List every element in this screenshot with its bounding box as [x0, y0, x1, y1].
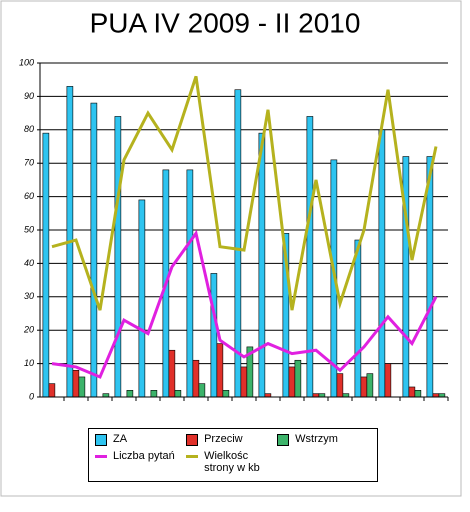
- bar: [378, 129, 386, 398]
- legend-item: Liczba pytań: [95, 450, 186, 476]
- y-tick-label: 10: [24, 358, 34, 368]
- y-tick-label: 40: [24, 258, 34, 268]
- bar: [318, 393, 326, 398]
- legend: ZA Przeciw Wstrzym Liczba pytań Wielkośc str…: [88, 428, 378, 482]
- y-tick-label: 50: [24, 224, 34, 234]
- bar: [408, 386, 416, 398]
- bar: [150, 390, 158, 398]
- y-tick-label: 90: [24, 91, 34, 101]
- bar: [198, 383, 206, 398]
- bar: [126, 390, 134, 398]
- bar: [306, 116, 314, 398]
- bar: [360, 376, 368, 398]
- bar: [72, 369, 80, 398]
- bar: [240, 366, 248, 398]
- bar: [216, 343, 224, 398]
- y-tick-label: 0: [29, 391, 34, 401]
- legend-item: ZA: [95, 433, 186, 448]
- legend-swatch: [95, 454, 107, 458]
- y-tick-label: 70: [24, 158, 34, 168]
- legend-swatch: [186, 454, 199, 458]
- bar: [186, 169, 194, 398]
- legend-label: ZA: [113, 433, 128, 445]
- bar: [258, 132, 266, 398]
- bar: [222, 390, 230, 398]
- bar: [342, 393, 350, 398]
- bar: [288, 366, 296, 398]
- bar: [264, 393, 272, 398]
- bar: [192, 359, 200, 398]
- line: [51, 75, 438, 311]
- legend-item: Wielkośc strony w kb: [186, 450, 277, 476]
- bar: [90, 102, 98, 398]
- bar: [414, 390, 422, 398]
- y-tick-label: 100: [19, 57, 34, 67]
- bar: [210, 273, 218, 398]
- legend-item: Przeciw: [186, 433, 277, 448]
- legend-swatch: [277, 434, 290, 446]
- legend-label: Liczba pytań: [113, 449, 175, 462]
- bar: [384, 363, 392, 398]
- frame: [0, 0, 462, 497]
- bar: [366, 373, 374, 398]
- bar: [294, 359, 302, 398]
- bar: [438, 393, 446, 398]
- y-tick-label: 30: [24, 291, 34, 301]
- bar: [78, 376, 86, 398]
- legend-label: Wstrzym: [295, 433, 338, 445]
- bar: [174, 390, 182, 398]
- chart-title: PUA IV 2009 - II 2010: [90, 7, 361, 38]
- bar: [138, 199, 146, 398]
- bar: [102, 393, 110, 398]
- bar: [336, 373, 344, 398]
- bar: [42, 132, 50, 398]
- bar: [168, 349, 176, 398]
- bar: [312, 393, 320, 398]
- y-tick-label: 80: [24, 124, 34, 134]
- y-tick-label: 20: [23, 325, 34, 335]
- line: [51, 229, 438, 379]
- bar: [354, 239, 362, 398]
- legend-swatch: [186, 434, 199, 446]
- legend-label: Wielkośc strony w kb: [204, 449, 260, 474]
- bar: [114, 116, 122, 398]
- legend-item: Wstrzym: [277, 433, 368, 448]
- y-tick-label: 60: [24, 191, 34, 201]
- bar: [432, 393, 440, 398]
- legend-swatch: [95, 434, 107, 446]
- legend-label: Przeciw: [204, 433, 243, 445]
- bar: [48, 383, 56, 398]
